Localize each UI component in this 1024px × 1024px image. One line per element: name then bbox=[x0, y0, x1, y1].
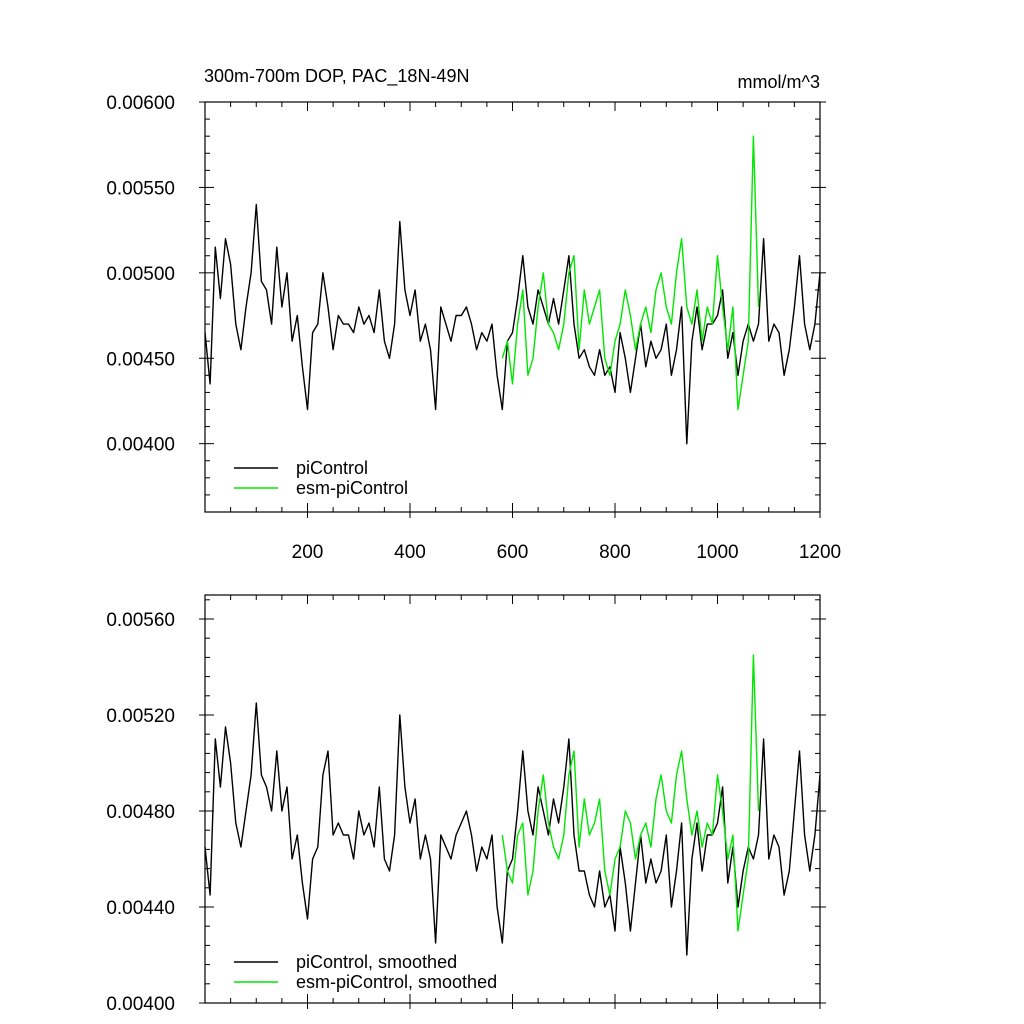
plot-frame bbox=[204, 594, 821, 1004]
series-line-esm-picontrol bbox=[501, 654, 760, 932]
legend-label: piControl, smoothed bbox=[296, 952, 457, 972]
y-tick-label: 0.00440 bbox=[106, 898, 175, 919]
y-tick-label: 0.00600 bbox=[106, 93, 175, 114]
series-line-picontrol bbox=[204, 702, 821, 956]
legend-label: esm-piControl, smoothed bbox=[296, 972, 497, 992]
units-label: mmol/m^3 bbox=[738, 72, 820, 92]
plot-frame bbox=[204, 101, 821, 513]
y-tick-label: 0.00400 bbox=[106, 994, 175, 1015]
x-tick-label: 800 bbox=[599, 542, 631, 563]
series-line-picontrol bbox=[204, 203, 821, 445]
y-tick-label: 0.00560 bbox=[106, 610, 175, 631]
y-tick-label: 0.00500 bbox=[106, 264, 175, 285]
y-tick-label: 0.00520 bbox=[106, 706, 175, 727]
y-tick-label: 0.00550 bbox=[106, 178, 175, 199]
bottom-panel: 0.00400 0.00440 0.00480 0.00520 0.00560 piCon… bbox=[106, 594, 826, 1015]
y-tick-label: 0.00480 bbox=[106, 802, 175, 823]
legend-label: esm-piControl bbox=[296, 478, 408, 498]
x-tick-label: 600 bbox=[497, 542, 529, 563]
x-tick-label: 400 bbox=[394, 542, 426, 563]
top-panel: 200 400 600 800 1000 1200 0.00400 0.00450 0.0050… bbox=[106, 93, 841, 563]
y-tick-label: 0.00400 bbox=[106, 435, 175, 456]
y-tick-label: 0.00450 bbox=[106, 349, 175, 370]
x-tick-label: 1000 bbox=[696, 542, 738, 563]
chart-title: 300m-700m DOP, PAC_18N-49N bbox=[204, 66, 469, 87]
legend-label: piControl bbox=[296, 458, 368, 478]
x-tick-label: 1200 bbox=[799, 542, 841, 563]
series-line-esm-picontrol bbox=[501, 135, 760, 411]
x-tick-label: 200 bbox=[292, 542, 324, 563]
